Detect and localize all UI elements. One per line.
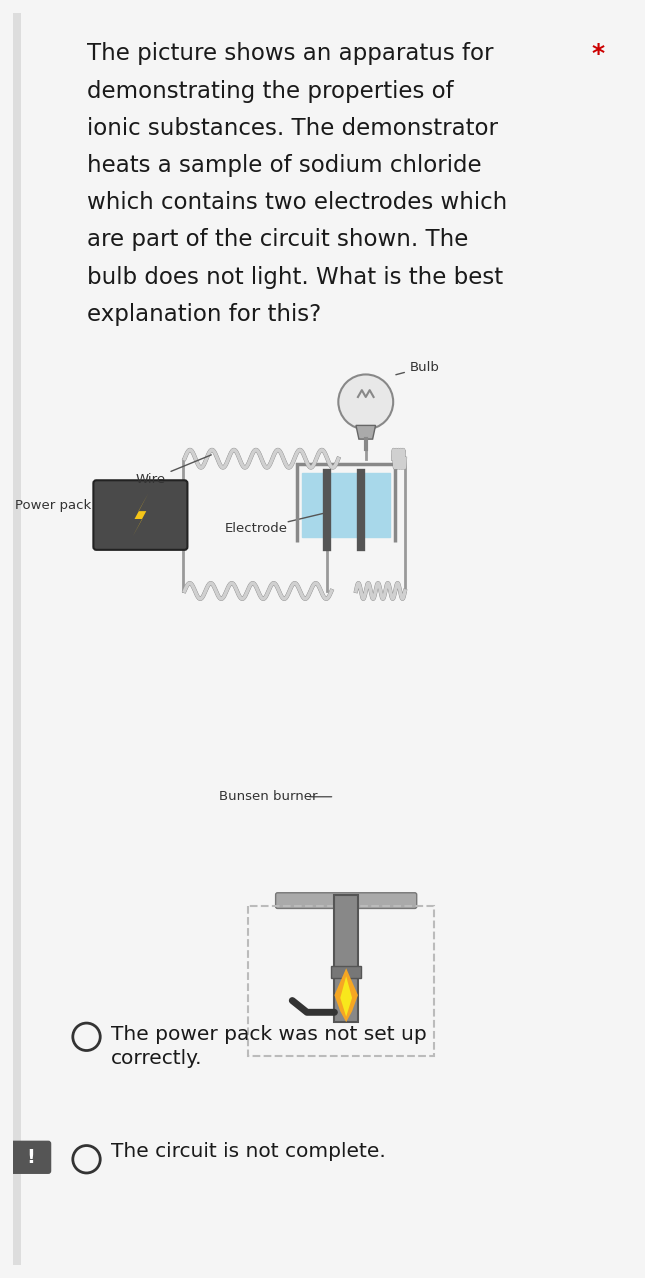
Text: bulb does not light. What is the best: bulb does not light. What is the best [86, 266, 502, 289]
Text: heats a sample of sodium chloride: heats a sample of sodium chloride [86, 155, 481, 178]
Text: Bunsen burner: Bunsen burner [219, 790, 317, 804]
FancyBboxPatch shape [334, 895, 358, 1022]
Text: Bulb: Bulb [396, 360, 440, 374]
Text: The picture shows an apparatus for: The picture shows an apparatus for [86, 42, 493, 65]
Text: correctly.: correctly. [111, 1048, 203, 1067]
Text: which contains two electrodes which: which contains two electrodes which [86, 192, 507, 215]
Text: ionic substances. The demonstrator: ionic substances. The demonstrator [86, 116, 497, 139]
FancyBboxPatch shape [332, 966, 361, 978]
Text: demonstrating the properties of: demonstrating the properties of [86, 79, 453, 102]
Polygon shape [356, 426, 375, 440]
Text: explanation for this?: explanation for this? [86, 303, 321, 326]
Circle shape [339, 374, 393, 429]
FancyBboxPatch shape [13, 13, 21, 1265]
Polygon shape [341, 976, 352, 1017]
Text: The circuit is not complete.: The circuit is not complete. [111, 1143, 386, 1160]
Polygon shape [334, 969, 358, 1022]
Polygon shape [133, 493, 148, 537]
FancyBboxPatch shape [94, 481, 188, 550]
Text: Electrode: Electrode [224, 523, 288, 535]
FancyBboxPatch shape [302, 473, 390, 537]
FancyBboxPatch shape [10, 1141, 51, 1174]
FancyBboxPatch shape [275, 893, 417, 909]
Text: Power pack: Power pack [15, 498, 92, 511]
Text: The power pack was not set up: The power pack was not set up [111, 1025, 427, 1044]
Text: Wire: Wire [135, 455, 212, 486]
Text: are part of the circuit shown. The: are part of the circuit shown. The [86, 229, 468, 252]
Text: *: * [591, 42, 604, 66]
Text: !: ! [26, 1148, 35, 1167]
